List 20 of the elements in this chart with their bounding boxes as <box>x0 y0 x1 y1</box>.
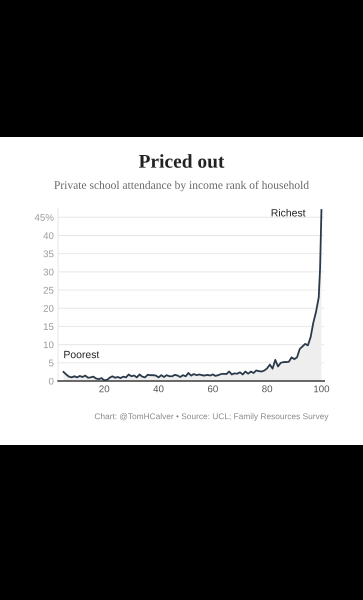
y-tick-label: 15 <box>44 323 54 330</box>
y-tick-label: 10 <box>44 341 54 348</box>
x-tick-label: 80 <box>262 385 272 392</box>
y-tick-label: 5 <box>48 360 54 366</box>
annotation: Poorest <box>64 350 100 358</box>
annotation: Richest <box>272 208 306 217</box>
y-tick-label: 25 <box>44 286 54 294</box>
text: Chart: @TomHCalver • Source: UCL; Family Resources Survey <box>94 413 329 421</box>
y-tick-label: 20 <box>44 304 54 312</box>
y-tick-label: 35 <box>43 250 54 258</box>
y-tick-label: 30 <box>43 268 54 276</box>
chart-subtitle: Private school attendance by income rank of household <box>54 180 309 192</box>
y-tick-label: 45% <box>34 214 54 221</box>
chart-title: Priced out <box>138 154 224 168</box>
y-tick-label: 40 <box>43 232 54 240</box>
x-tick-label: 60 <box>208 385 218 392</box>
x-tick-label: 40 <box>153 385 164 392</box>
x-tick-label: 100 <box>314 385 330 392</box>
x-tick-label: 20 <box>99 385 110 392</box>
y-tick-label: 0 <box>48 378 54 385</box>
